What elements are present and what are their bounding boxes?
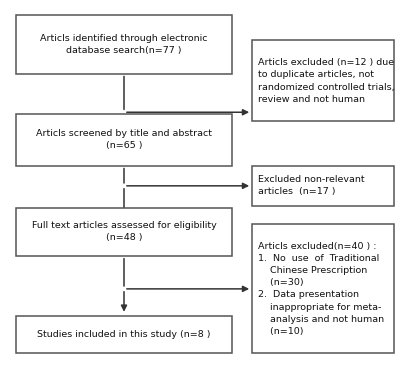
FancyBboxPatch shape bbox=[16, 316, 232, 353]
Text: Studies included in this study (n=8 ): Studies included in this study (n=8 ) bbox=[37, 330, 211, 339]
FancyBboxPatch shape bbox=[16, 114, 232, 166]
Text: Articls excluded(n=40 ) :
1.  No  use  of  Traditional
    Chinese Prescription
: Articls excluded(n=40 ) : 1. No use of T… bbox=[258, 242, 384, 336]
Text: Articls screened by title and abstract
(n=65 ): Articls screened by title and abstract (… bbox=[36, 129, 212, 151]
FancyBboxPatch shape bbox=[16, 208, 232, 256]
FancyBboxPatch shape bbox=[252, 224, 394, 353]
Text: Full text articles assessed for eligibility
(n=48 ): Full text articles assessed for eligibil… bbox=[32, 221, 216, 243]
Text: Articls excluded (n=12 ) due
to duplicate articles, not
randomized controlled tr: Articls excluded (n=12 ) due to duplicat… bbox=[258, 58, 395, 104]
FancyBboxPatch shape bbox=[252, 166, 394, 206]
Text: Excluded non-relevant
articles  (n=17 ): Excluded non-relevant articles (n=17 ) bbox=[258, 175, 365, 197]
Text: Articls identified through electronic
database search(n=77 ): Articls identified through electronic da… bbox=[40, 33, 208, 55]
FancyBboxPatch shape bbox=[16, 15, 232, 74]
FancyBboxPatch shape bbox=[252, 40, 394, 121]
